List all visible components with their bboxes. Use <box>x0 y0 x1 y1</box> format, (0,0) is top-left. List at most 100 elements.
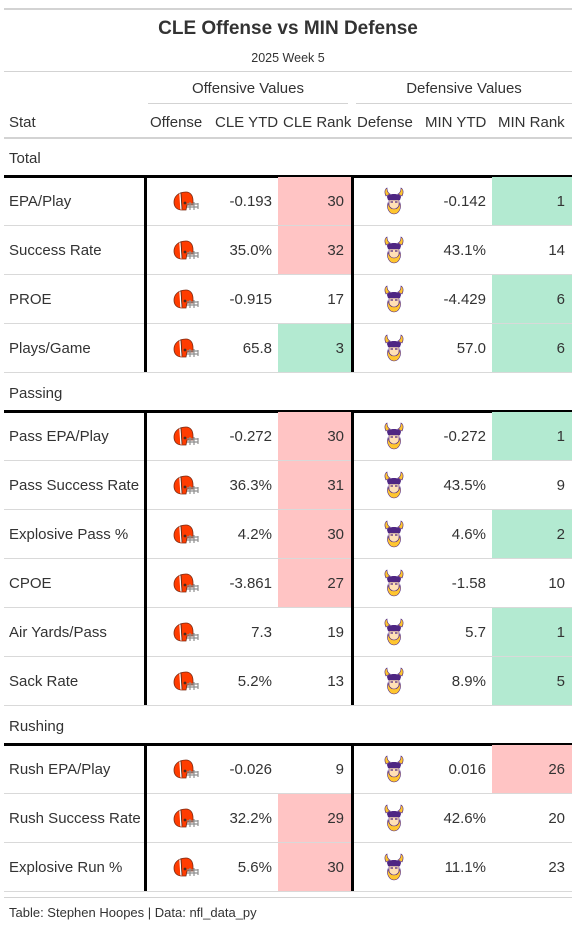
def-ytd-value: -0.142 <box>443 192 486 210</box>
browns-helmet-icon <box>156 412 216 460</box>
def-ytd-value: 0.016 <box>448 760 486 778</box>
off-ytd-value: 35.0% <box>229 241 272 259</box>
row-divider <box>4 558 572 559</box>
stat-label: Plays/Game <box>9 339 91 357</box>
stat-label: Explosive Run % <box>9 858 123 876</box>
def-rank-value: 2 <box>492 510 572 558</box>
def-rank-value: 1 <box>492 412 572 460</box>
row-divider <box>4 891 572 892</box>
table-source-note: Table: Stephen Hoopes | Data: nfl_data_p… <box>9 905 257 920</box>
vikings-head-icon <box>364 510 424 558</box>
col-header-defense: Defense <box>357 114 413 131</box>
off-ytd-value: -0.026 <box>229 760 272 778</box>
spanner-offensive-values: Offensive Values <box>191 80 304 97</box>
def-ytd-value: 43.1% <box>443 241 486 259</box>
row-divider <box>4 607 572 608</box>
stat-label: EPA/Play <box>9 192 72 210</box>
offense-left-border <box>144 411 147 705</box>
off-rank-value: 30 <box>278 412 351 460</box>
stat-label: Rush Success Rate <box>9 809 141 827</box>
def-ytd-value: 8.9% <box>451 672 486 690</box>
off-ytd-value: -0.272 <box>229 427 272 445</box>
def-ytd-value: -1.58 <box>451 574 486 592</box>
off-rank-value: 3 <box>278 324 351 372</box>
def-rank-value: 14 <box>548 241 565 259</box>
off-ytd-value: 4.2% <box>237 525 272 543</box>
col-header-off-ytd: CLE YTD <box>215 114 279 131</box>
off-rank-value: 27 <box>278 559 351 607</box>
def-rank-value: 6 <box>492 324 572 372</box>
vikings-head-icon <box>364 843 424 891</box>
stat-label: CPOE <box>9 574 52 592</box>
def-ytd-value: 4.6% <box>451 525 486 543</box>
def-rank-value: 6 <box>492 275 572 323</box>
off-ytd-value: -3.861 <box>229 574 272 592</box>
browns-helmet-icon <box>156 510 216 558</box>
row-divider <box>4 323 572 324</box>
def-rank-value: 20 <box>548 809 565 827</box>
off-rank-value: 32 <box>278 226 351 274</box>
table-title: CLE Offense vs MIN Defense <box>158 18 418 39</box>
off-ytd-value: 5.2% <box>237 672 272 690</box>
browns-helmet-icon <box>156 275 216 323</box>
browns-helmet-icon <box>156 559 216 607</box>
off-ytd-value: 36.3% <box>229 476 272 494</box>
spanner-defensive-values: Defensive Values <box>406 80 522 97</box>
vikings-head-icon <box>364 461 424 509</box>
row-divider <box>4 372 572 373</box>
defense-left-border <box>351 744 354 891</box>
browns-helmet-icon <box>156 608 216 656</box>
browns-helmet-icon <box>156 324 216 372</box>
def-rank-value: 26 <box>492 745 572 793</box>
off-rank-value: 19 <box>327 623 344 641</box>
off-ytd-value: -0.915 <box>229 290 272 308</box>
group-label: Total <box>9 150 41 167</box>
row-divider <box>4 656 572 657</box>
off-rank-value: 30 <box>278 843 351 891</box>
def-rank-value: 1 <box>492 608 572 656</box>
off-ytd-value: 65.8 <box>242 339 272 357</box>
col-header-offense: Offense <box>150 114 203 131</box>
column-header-bottom-rule <box>4 137 572 139</box>
vikings-head-icon <box>364 275 424 323</box>
offense-left-border <box>144 744 147 891</box>
vikings-head-icon <box>364 177 424 225</box>
browns-helmet-icon <box>156 745 216 793</box>
off-rank-value: 30 <box>278 177 351 225</box>
row-divider <box>4 705 572 706</box>
stat-label: Sack Rate <box>9 672 79 690</box>
vikings-head-icon <box>364 226 424 274</box>
offense-left-border <box>144 176 147 372</box>
row-divider <box>4 460 572 461</box>
def-rank-value: 10 <box>548 574 565 592</box>
stat-label: Pass EPA/Play <box>9 427 109 445</box>
stat-label: Rush EPA/Play <box>9 760 111 778</box>
row-divider <box>4 509 572 510</box>
browns-helmet-icon <box>156 843 216 891</box>
off-ytd-value: 32.2% <box>229 809 272 827</box>
off-ytd-value: 5.6% <box>237 858 272 876</box>
off-rank-value: 29 <box>278 794 351 842</box>
stat-label: Pass Success Rate <box>9 476 140 494</box>
vikings-head-icon <box>364 324 424 372</box>
def-ytd-value: 57.0 <box>456 339 486 357</box>
def-rank-value: 5 <box>492 657 572 705</box>
off-rank-value: 17 <box>327 290 344 308</box>
vikings-head-icon <box>364 608 424 656</box>
browns-helmet-icon <box>156 226 216 274</box>
col-header-stat: Stat <box>9 114 36 131</box>
def-ytd-value: -0.272 <box>443 427 486 445</box>
group-top-rule <box>4 410 572 413</box>
stat-label: PROE <box>9 290 52 308</box>
def-ytd-value: -4.429 <box>443 290 486 308</box>
off-rank-value: 30 <box>278 510 351 558</box>
vikings-head-icon <box>364 745 424 793</box>
def-ytd-value: 11.1% <box>444 858 486 876</box>
vikings-head-icon <box>364 559 424 607</box>
def-ytd-value: 5.7 <box>465 623 486 641</box>
off-ytd-value: 7.3 <box>251 623 272 641</box>
vikings-head-icon <box>364 657 424 705</box>
browns-helmet-icon <box>156 657 216 705</box>
stat-label: Air Yards/Pass <box>9 623 107 641</box>
